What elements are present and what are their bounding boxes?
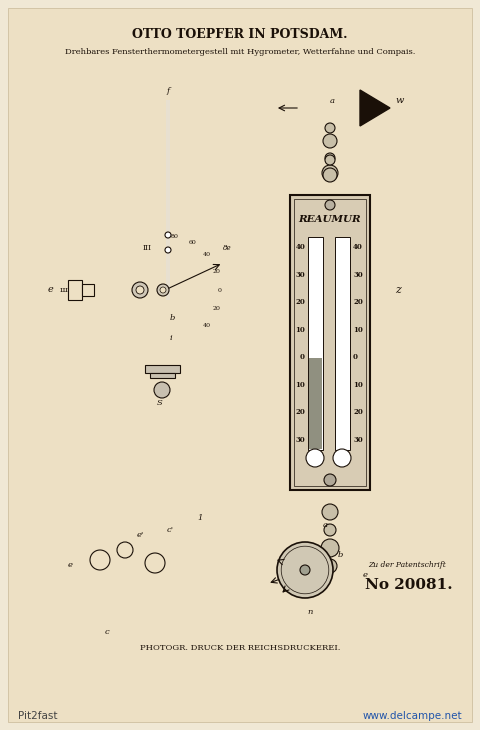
Text: 30: 30 xyxy=(295,271,305,279)
Text: III: III xyxy=(143,244,152,252)
Text: 0: 0 xyxy=(353,353,358,361)
Circle shape xyxy=(325,153,335,163)
Text: 20: 20 xyxy=(353,408,363,416)
Text: 30: 30 xyxy=(295,436,305,444)
Bar xyxy=(145,365,180,373)
Text: 1: 1 xyxy=(197,514,203,522)
Circle shape xyxy=(300,565,310,575)
Text: S: S xyxy=(157,399,163,407)
Circle shape xyxy=(306,449,324,467)
Circle shape xyxy=(324,524,336,536)
Text: 40: 40 xyxy=(295,243,305,251)
Text: Pit2fast: Pit2fast xyxy=(18,711,58,721)
Text: 10: 10 xyxy=(353,326,363,334)
Text: 10: 10 xyxy=(295,326,305,334)
Circle shape xyxy=(145,553,165,573)
Circle shape xyxy=(325,123,335,133)
Text: 10: 10 xyxy=(295,381,305,389)
Text: 20: 20 xyxy=(212,269,220,274)
Circle shape xyxy=(165,232,171,238)
Circle shape xyxy=(277,542,333,598)
Text: c: c xyxy=(105,628,109,636)
Text: 80: 80 xyxy=(170,234,179,239)
Text: No 20081.: No 20081. xyxy=(365,578,453,592)
Text: e': e' xyxy=(136,531,144,539)
Text: www.delcampe.net: www.delcampe.net xyxy=(362,711,462,721)
Text: b: b xyxy=(170,314,175,322)
Text: 40: 40 xyxy=(353,243,363,251)
Circle shape xyxy=(322,504,338,520)
Circle shape xyxy=(136,286,144,294)
Circle shape xyxy=(325,200,335,210)
Text: 8e: 8e xyxy=(223,244,231,252)
Circle shape xyxy=(321,539,339,557)
Text: f: f xyxy=(167,87,169,95)
Bar xyxy=(82,284,94,296)
Text: 0: 0 xyxy=(217,288,222,293)
Circle shape xyxy=(90,550,110,570)
Circle shape xyxy=(323,134,337,148)
Bar xyxy=(68,280,82,300)
Circle shape xyxy=(165,247,171,253)
Circle shape xyxy=(322,165,338,181)
Text: z: z xyxy=(395,285,401,295)
Text: ш: ш xyxy=(60,286,68,294)
Text: 10: 10 xyxy=(353,381,363,389)
Circle shape xyxy=(157,284,169,296)
Circle shape xyxy=(117,542,133,558)
Bar xyxy=(290,195,370,490)
Text: 40: 40 xyxy=(203,323,211,328)
Bar xyxy=(150,373,175,378)
Text: 0: 0 xyxy=(300,353,305,361)
Text: PHOTOGR. DRUCK DER REICHSDRUCKEREI.: PHOTOGR. DRUCK DER REICHSDRUCKEREI. xyxy=(140,644,340,652)
Circle shape xyxy=(333,449,351,467)
Text: e: e xyxy=(362,571,368,579)
Text: e: e xyxy=(68,561,72,569)
Text: OTTO TOEPFER IN POTSDAM.: OTTO TOEPFER IN POTSDAM. xyxy=(132,28,348,42)
Text: Zu der Patentschrift: Zu der Patentschrift xyxy=(368,561,446,569)
Text: 20: 20 xyxy=(295,298,305,306)
Circle shape xyxy=(154,382,170,398)
Circle shape xyxy=(323,168,337,182)
Text: i: i xyxy=(170,334,173,342)
Text: 20: 20 xyxy=(353,298,363,306)
Text: 30: 30 xyxy=(353,271,362,279)
Text: a: a xyxy=(323,521,327,529)
Text: 20: 20 xyxy=(295,408,305,416)
Circle shape xyxy=(324,474,336,486)
Text: b: b xyxy=(337,551,343,559)
Text: 60: 60 xyxy=(188,240,196,245)
Text: n: n xyxy=(307,608,312,616)
Circle shape xyxy=(132,282,148,298)
Text: 30: 30 xyxy=(353,436,362,444)
Text: REAUMUR: REAUMUR xyxy=(299,215,361,225)
Text: w: w xyxy=(395,96,403,105)
Text: 40: 40 xyxy=(203,253,211,258)
Text: c': c' xyxy=(167,526,173,534)
Bar xyxy=(335,237,350,450)
Circle shape xyxy=(323,559,337,573)
Polygon shape xyxy=(360,90,390,126)
Circle shape xyxy=(325,155,335,165)
Circle shape xyxy=(160,287,166,293)
Bar xyxy=(308,237,323,450)
Bar xyxy=(166,100,170,300)
Text: 20: 20 xyxy=(212,306,220,311)
Bar xyxy=(309,358,322,449)
Text: e: e xyxy=(47,285,53,294)
Text: Drehbares Fensterthermometergestell mit Hygrometer, Wetterfahne und Compais.: Drehbares Fensterthermometergestell mit … xyxy=(65,48,415,56)
Text: a: a xyxy=(329,97,335,105)
Bar xyxy=(294,199,366,486)
